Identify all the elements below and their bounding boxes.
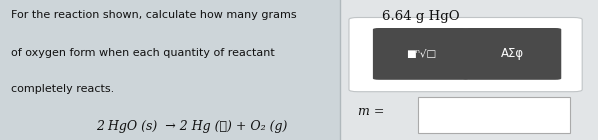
Text: 6.64 g HgO: 6.64 g HgO <box>382 10 459 23</box>
Text: of oxygen form when each quantity of reactant: of oxygen form when each quantity of rea… <box>11 48 274 58</box>
FancyBboxPatch shape <box>340 0 598 140</box>
FancyBboxPatch shape <box>418 97 570 133</box>
Text: ΑΣφ: ΑΣφ <box>501 47 523 60</box>
FancyBboxPatch shape <box>349 18 582 92</box>
Text: m =: m = <box>358 105 385 118</box>
Text: completely reacts.: completely reacts. <box>11 84 114 94</box>
FancyBboxPatch shape <box>373 28 469 80</box>
Text: ■ⁿ√□: ■ⁿ√□ <box>405 49 436 59</box>
FancyBboxPatch shape <box>0 0 340 140</box>
Text: 2 HgO (s)  → 2 Hg (ℓ) + O₂ (g): 2 HgO (s) → 2 Hg (ℓ) + O₂ (g) <box>96 120 287 133</box>
FancyBboxPatch shape <box>463 28 562 80</box>
Text: For the reaction shown, calculate how many grams: For the reaction shown, calculate how ma… <box>11 10 297 20</box>
